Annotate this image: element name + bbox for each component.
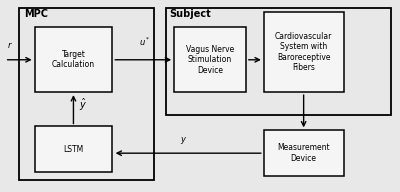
Text: Cardiovascular
System with
Baroreceptive
Fibers: Cardiovascular System with Baroreceptive… <box>275 32 332 72</box>
Text: Vagus Nerve
Stimulation
Device: Vagus Nerve Stimulation Device <box>186 45 234 75</box>
Text: Measurement
Device: Measurement Device <box>277 143 330 163</box>
Text: $y$: $y$ <box>180 135 187 146</box>
Bar <box>264 12 344 92</box>
Bar <box>166 8 391 115</box>
Text: $u^*$: $u^*$ <box>139 36 151 48</box>
Bar <box>174 27 246 92</box>
Text: Subject: Subject <box>170 9 212 19</box>
Bar <box>34 27 112 92</box>
Text: $\hat{y}$: $\hat{y}$ <box>80 97 88 113</box>
Text: MPC: MPC <box>24 9 48 19</box>
Text: $r$: $r$ <box>7 40 12 50</box>
Text: LSTM: LSTM <box>63 145 84 154</box>
Bar <box>264 130 344 176</box>
Bar <box>34 127 112 172</box>
Text: Target
Calculation: Target Calculation <box>52 50 95 70</box>
Bar <box>19 8 154 180</box>
